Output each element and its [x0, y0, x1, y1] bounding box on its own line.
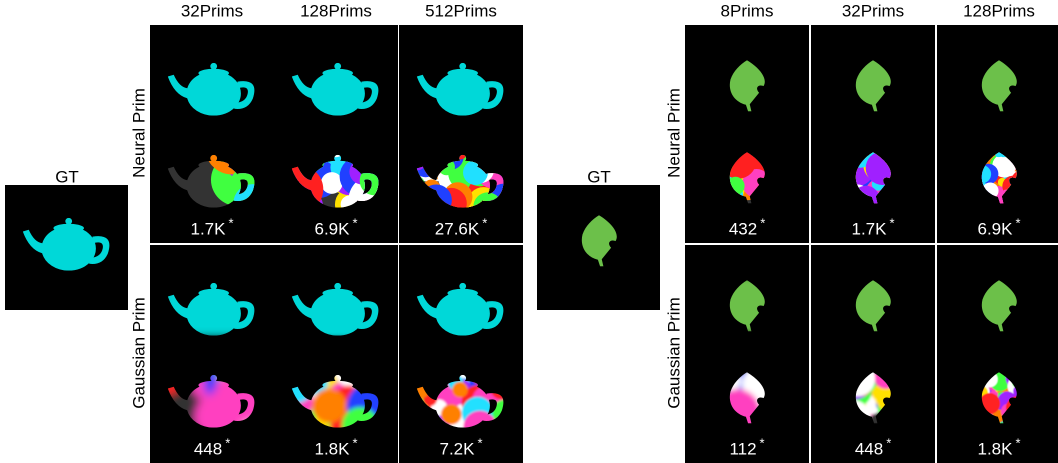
column-header: 512Prims — [425, 1, 497, 20]
primitive-count: 1.7K — [191, 219, 227, 238]
count-mark: * — [889, 215, 894, 230]
cell: 7.2K* — [396, 245, 523, 463]
primitive-count: 1.8K — [978, 439, 1014, 458]
cell-bg — [811, 25, 935, 243]
patch — [312, 389, 346, 423]
cell-bg — [274, 25, 398, 243]
row-label: Neural Prim — [664, 88, 683, 178]
count-mark: * — [225, 435, 230, 450]
count-mark: * — [1015, 435, 1020, 450]
patch — [321, 172, 343, 194]
primitive-count: 7.2K — [440, 439, 476, 458]
primitive-count: 6.9K — [978, 219, 1014, 238]
primitive-count: 112 — [729, 439, 756, 458]
count-mark: * — [760, 435, 765, 450]
cell: 27.6K* — [399, 25, 524, 243]
cell: 112 * — [685, 245, 809, 463]
column-header: 128Prims — [963, 1, 1035, 20]
cell: 1.7K* — [145, 25, 279, 243]
count-mark: * — [886, 435, 891, 450]
primitive-count: 432 — [729, 219, 757, 238]
cell: 448* — [811, 245, 935, 463]
cell-bg — [937, 245, 1058, 463]
cell-bg — [685, 245, 809, 463]
cell: 6.9K* — [271, 25, 404, 243]
column-header: 8Prims — [721, 1, 774, 20]
patch — [441, 404, 461, 424]
count-mark: * — [760, 215, 765, 230]
cell-bg — [274, 245, 398, 463]
cell-bg — [937, 25, 1058, 243]
gt-label: GT — [55, 167, 79, 186]
primitive-count: 1.7K — [852, 219, 888, 238]
cell: 1.8K* — [270, 245, 408, 463]
figure: GT32Prims128Prims512PrimsNeural Prim1.7K… — [0, 0, 1058, 463]
primitive-count: 27.6K — [435, 219, 480, 238]
cell: 448* — [150, 245, 278, 463]
count-mark: * — [352, 435, 357, 450]
column-header: 32Prims — [842, 1, 904, 20]
cell-bg — [399, 25, 523, 243]
column-header: 128Prims — [300, 1, 372, 20]
cell: 6.9K* — [937, 25, 1058, 243]
cell: 432* — [685, 25, 809, 243]
primitive-count: 6.9K — [315, 219, 351, 238]
count-mark: * — [1015, 215, 1020, 230]
cell-bg — [150, 245, 274, 463]
count-mark: * — [228, 215, 233, 230]
cell-bg — [685, 25, 809, 243]
primitive-count: 448 — [194, 439, 222, 458]
count-mark: * — [482, 215, 487, 230]
row-label: Gaussian Prim — [129, 297, 148, 408]
primitive-count: 1.8K — [315, 439, 351, 458]
cell-bg — [811, 245, 935, 463]
row-label: Gaussian Prim — [664, 297, 683, 408]
cell-bg — [150, 25, 274, 243]
count-mark: * — [352, 215, 357, 230]
primitive-count: 448 — [855, 439, 883, 458]
cell: 1.7K* — [811, 25, 935, 243]
cell: 1.8K* — [937, 245, 1058, 463]
row-label: Neural Prim — [129, 88, 148, 178]
cell-bg — [399, 245, 523, 463]
count-mark: * — [477, 435, 482, 450]
patch — [452, 382, 468, 398]
column-header: 32Prims — [181, 1, 243, 20]
gt-label: GT — [587, 167, 611, 186]
